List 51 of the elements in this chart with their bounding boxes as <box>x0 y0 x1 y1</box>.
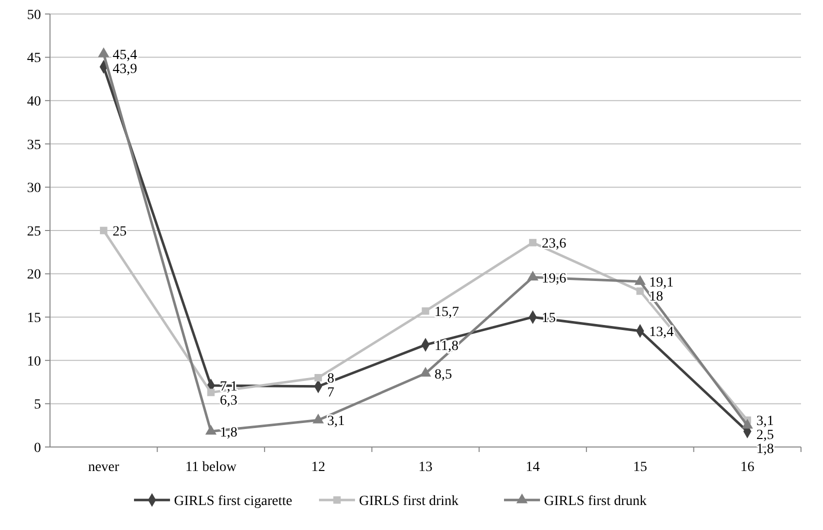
data-label: 3,1 <box>756 414 774 430</box>
point <box>207 388 215 396</box>
point <box>636 287 644 295</box>
data-label: 8,5 <box>434 367 452 382</box>
y-tick-label: 5 <box>34 398 41 413</box>
point <box>312 414 324 424</box>
y-tick-label: 20 <box>27 268 41 283</box>
y-tick-label: 50 <box>27 8 41 23</box>
data-label: 1,8 <box>756 442 774 458</box>
y-tick-label: 40 <box>27 94 41 110</box>
y-tick-label: 35 <box>27 138 41 153</box>
data-label: 7 <box>327 386 334 401</box>
point <box>100 226 108 234</box>
y-tick-label: 30 <box>27 181 41 196</box>
x-tick-label: 11 below <box>185 460 238 475</box>
data-label: 15,7 <box>434 305 459 320</box>
point <box>98 47 110 58</box>
y-tick-label: 45 <box>27 51 41 66</box>
data-label: 25 <box>112 224 127 240</box>
data-label: 43,9 <box>112 62 138 77</box>
y-tick-label: 15 <box>27 311 41 326</box>
point <box>314 374 322 382</box>
x-tick-label: 15 <box>633 460 648 475</box>
data-label: 13,4 <box>649 324 674 340</box>
data-label: 2,5 <box>756 428 774 444</box>
data-label: 11,8 <box>434 338 458 354</box>
data-label: 23,6 <box>542 236 566 252</box>
y-tick-label: 25 <box>27 224 41 240</box>
data-label: 45,4 <box>112 48 138 63</box>
point <box>742 418 753 429</box>
point <box>205 424 217 435</box>
data-label: 18 <box>649 290 664 305</box>
x-tick-label: 12 <box>311 460 326 475</box>
x-tick-label: never <box>88 460 120 475</box>
point <box>634 275 646 285</box>
x-tick-label: 13 <box>418 460 432 475</box>
y-tick-label: 10 <box>27 354 41 370</box>
point <box>420 366 432 377</box>
x-tick-label: 14 <box>526 460 540 475</box>
data-label: 3,1 <box>327 414 345 430</box>
legend-label: GIRLS first drink <box>359 494 459 509</box>
legend-label: GIRLS first cigarette <box>174 494 292 509</box>
data-label: 19,1 <box>649 276 674 291</box>
y-tick-label: 0 <box>34 440 41 456</box>
data-label: 19,6 <box>542 271 566 286</box>
x-tick-label: 16 <box>740 460 754 475</box>
legend-label: GIRLS first drunk <box>544 494 647 509</box>
point <box>527 270 538 281</box>
point <box>529 238 536 246</box>
data-label: 1,8 <box>220 425 238 440</box>
data-label: 6,3 <box>220 394 238 409</box>
